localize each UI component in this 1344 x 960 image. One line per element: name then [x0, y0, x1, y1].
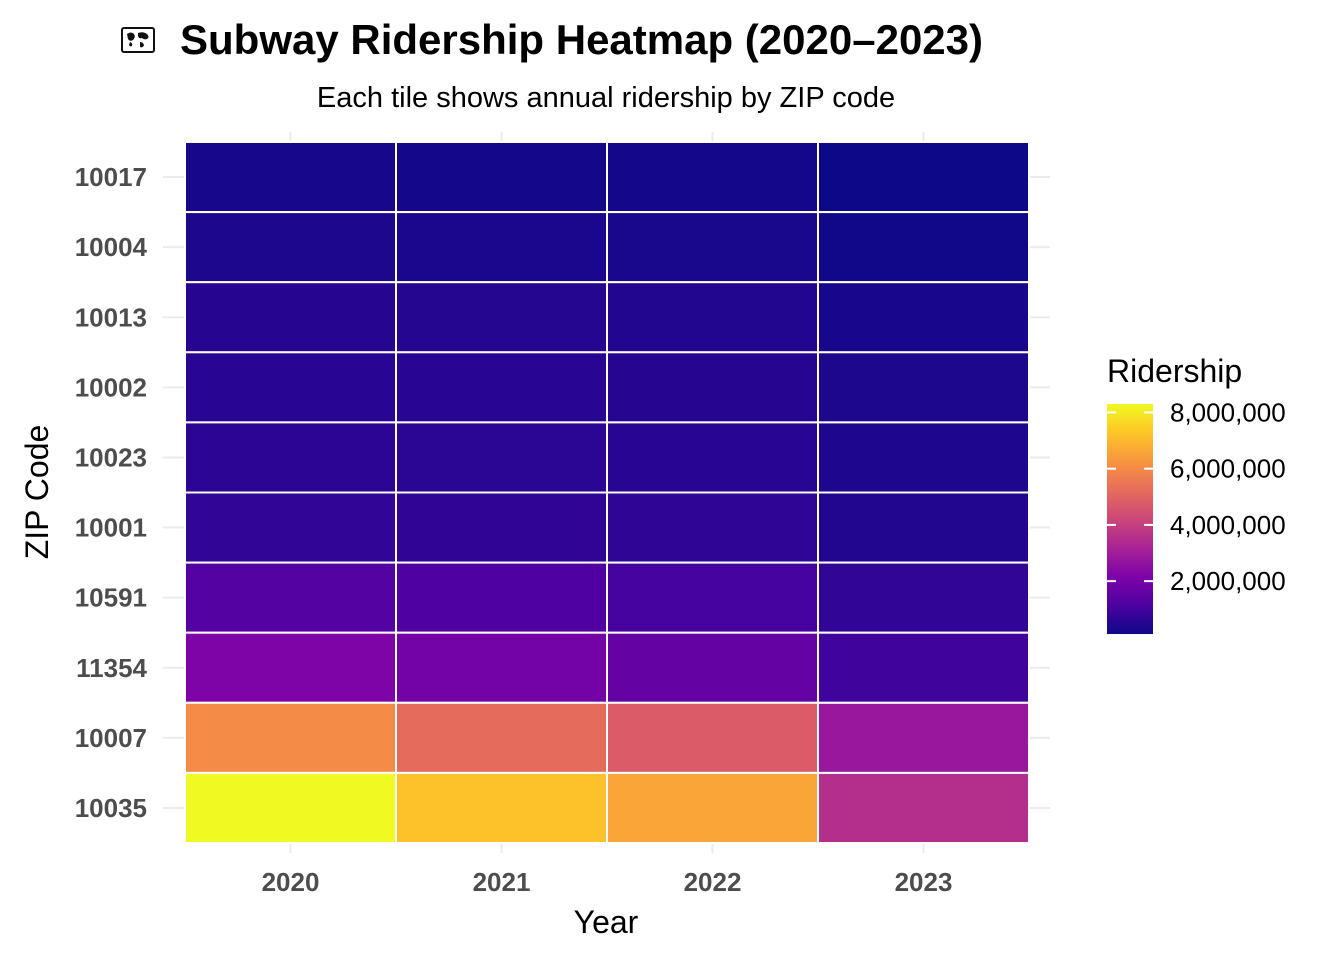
- heatmap-tile: [395, 421, 608, 494]
- heatmap-tile: [395, 631, 608, 704]
- y-tick-label: 10017: [75, 162, 147, 192]
- title-row: Subway Ridership Heatmap (2020–2023): [118, 12, 983, 68]
- heatmap-tile: [606, 701, 819, 774]
- heatmap-tile: [395, 141, 608, 214]
- heatmap-tile: [606, 491, 819, 564]
- x-tick-label: 2020: [262, 867, 320, 897]
- heatmap-tile: [817, 631, 1030, 704]
- x-axis-label: Year: [574, 904, 639, 940]
- heatmap-tile: [817, 351, 1030, 424]
- heatmap-tile: [395, 701, 608, 774]
- chart-title: Subway Ridership Heatmap (2020–2023): [180, 16, 984, 63]
- y-tick-label: 10013: [75, 302, 147, 332]
- heatmap-tile: [184, 491, 397, 564]
- heatmap-tile: [606, 631, 819, 704]
- y-tick-label: 10023: [75, 442, 147, 472]
- legend-colorbar: [1107, 404, 1153, 634]
- legend-tick-label: 4,000,000: [1170, 510, 1286, 540]
- heatmap-tile: [817, 701, 1030, 774]
- legend-ticks: 2,000,000 4,000,000 6,000,000 8,000,000: [1107, 397, 1286, 596]
- y-axis-ticks: 10017 10004 10013 10002 10023 10001 10591 11354…: [75, 162, 148, 823]
- heatmap-tile: [817, 561, 1030, 634]
- heatmap-tile: [395, 491, 608, 564]
- heatmap-tile: [184, 211, 397, 284]
- heatmap-tile: [395, 281, 608, 354]
- heatmap-tile: [817, 491, 1030, 564]
- heatmap-tile: [817, 421, 1030, 494]
- x-tick-label: 2022: [684, 867, 742, 897]
- x-tick-label: 2021: [473, 867, 531, 897]
- heatmap-tile: [395, 211, 608, 284]
- x-tick-label: 2023: [895, 867, 953, 897]
- y-tick-label: 10591: [75, 583, 147, 613]
- heatmap-tile: [184, 701, 397, 774]
- y-tick-label: 10035: [75, 793, 147, 823]
- heatmap-tile: [184, 561, 397, 634]
- heatmap-tile: [606, 421, 819, 494]
- heatmap-tile: [395, 561, 608, 634]
- y-tick-label: 10004: [75, 232, 148, 262]
- heatmap-tile: [817, 141, 1030, 214]
- heatmap-tile: [395, 771, 608, 845]
- heatmap-tile: [817, 281, 1030, 354]
- heatmap-tile: [817, 211, 1030, 284]
- heatmap-tile: [606, 141, 819, 214]
- heatmap-tile: [184, 631, 397, 704]
- heatmap-tile: [184, 141, 397, 214]
- x-axis-ticks: 2020 2021 2022 2023: [262, 867, 953, 897]
- heatmap-tiles: [184, 141, 1030, 845]
- heatmap-tile: [395, 351, 608, 424]
- heatmap-tile: [606, 281, 819, 354]
- heatmap-tile: [184, 281, 397, 354]
- heatmap-tile: [817, 771, 1030, 845]
- y-axis-label: ZIP Code: [19, 425, 55, 560]
- legend-title: Ridership: [1107, 353, 1242, 389]
- world-map-icon: [121, 27, 155, 53]
- y-tick-label: 10001: [75, 513, 147, 543]
- heatmap-tile: [606, 771, 819, 845]
- y-tick-label: 11354: [76, 653, 147, 683]
- heatmap-tile: [184, 351, 397, 424]
- legend-tick-label: 6,000,000: [1170, 454, 1286, 484]
- color-legend: Ridership 2,000,000 4,000,000 6,000,000 8,0…: [1107, 353, 1286, 634]
- heatmap-tile: [184, 421, 397, 494]
- y-tick-label: 10007: [75, 723, 147, 753]
- legend-tick-label: 2,000,000: [1170, 566, 1286, 596]
- chart-subtitle: Each tile shows annual ridership by ZIP …: [316, 82, 896, 114]
- heatmap-tile: [606, 351, 819, 424]
- heatmap-tile: [606, 561, 819, 634]
- heatmap-tile: [606, 211, 819, 284]
- heatmap-tile: [184, 771, 397, 845]
- y-tick-label: 10002: [75, 372, 147, 402]
- legend-tick-label: 8,000,000: [1170, 397, 1286, 427]
